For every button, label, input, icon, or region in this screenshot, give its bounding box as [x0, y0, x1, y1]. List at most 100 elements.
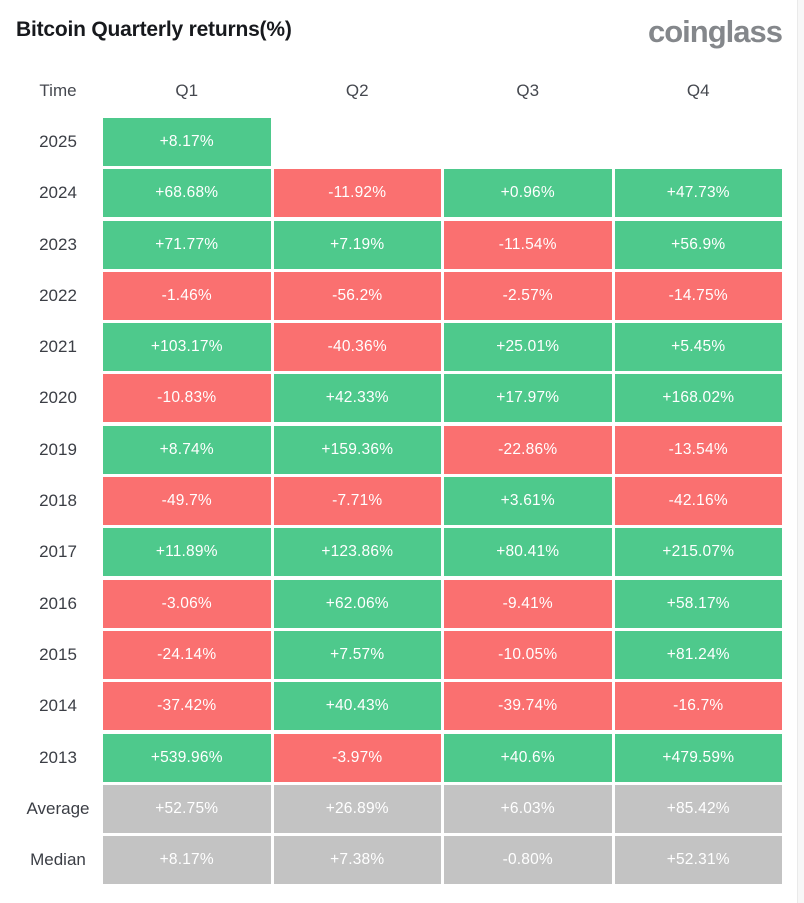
return-cell: +47.73% [614, 169, 782, 218]
scrollbar-track[interactable] [797, 0, 804, 903]
page-title: Bitcoin Quarterly returns(%) [16, 18, 292, 41]
return-cell: +159.36% [273, 425, 441, 474]
return-cell: -40.36% [273, 323, 441, 372]
heatmap-row-2021: 2021 +103.17% -40.36% +25.01% +5.45% [16, 323, 782, 372]
column-header-q1: Q1 [175, 81, 199, 100]
empty-cell [444, 118, 612, 166]
heatmap-row-2014: 2014 -37.42% +40.43% -39.74% -16.7% [16, 682, 782, 731]
return-cell: +5.45% [614, 323, 782, 372]
row-label: Median [30, 850, 86, 870]
return-cell: +80.41% [444, 528, 612, 577]
return-cell: +8.74% [103, 425, 271, 474]
return-cell: +85.42% [614, 784, 782, 833]
row-label: Average [26, 798, 90, 818]
return-cell: -42.16% [614, 477, 782, 526]
row-label: 2025 [39, 132, 77, 151]
return-cell: -3.97% [273, 733, 441, 782]
return-cell: +215.07% [614, 528, 782, 577]
return-cell: -1.46% [103, 271, 271, 320]
return-cell: -14.75% [614, 271, 782, 320]
heatmap-row-2016: 2016 -3.06% +62.06% -9.41% +58.17% [16, 579, 782, 628]
row-label: 2021 [39, 337, 77, 357]
return-cell: +0.96% [444, 169, 612, 218]
return-cell: +7.57% [273, 630, 441, 679]
row-label: 2015 [39, 644, 77, 664]
row-label: 2017 [39, 542, 77, 562]
return-cell: +11.89% [103, 528, 271, 577]
row-label: 2014 [39, 696, 77, 716]
return-cell: +7.38% [273, 836, 441, 885]
heatmap-row-2023: 2023 +71.77% +7.19% -11.54% +56.9% [16, 220, 782, 269]
return-cell: +17.97% [444, 374, 612, 423]
return-cell: +71.77% [103, 220, 271, 269]
heatmap-row-2013: 2013 +539.96% -3.97% +40.6% +479.59% [16, 733, 782, 782]
return-cell: +479.59% [614, 733, 782, 782]
return-cell: +68.68% [103, 169, 271, 218]
heatmap-row-2015: 2015 -24.14% +7.57% -10.05% +81.24% [16, 630, 782, 679]
row-label: 2023 [39, 234, 77, 254]
heatmap-row-average: Average +52.75% +26.89% +6.03% +85.42% [16, 784, 782, 833]
row-label: 2022 [39, 285, 77, 305]
return-cell: +40.6% [444, 733, 612, 782]
top-bar: Bitcoin Quarterly returns(%) coinglass [0, 0, 804, 50]
return-cell: -9.41% [444, 579, 612, 628]
return-cell: -56.2% [273, 271, 441, 320]
return-cell: +25.01% [444, 323, 612, 372]
heatmap-row-2019: 2019 +8.74% +159.36% -22.86% -13.54% [16, 425, 782, 474]
coinglass-logo: coinglass [648, 14, 783, 49]
column-header-time: Time [39, 81, 77, 100]
return-cell: -16.7% [614, 682, 782, 731]
heatmap-row-2018: 2018 -49.7% -7.71% +3.61% -42.16% [16, 477, 782, 526]
return-cell: +40.43% [273, 682, 441, 731]
return-cell: +81.24% [614, 630, 782, 679]
return-cell: +58.17% [614, 579, 782, 628]
return-cell: -10.05% [444, 630, 612, 679]
empty-cell [274, 118, 442, 166]
return-cell: +26.89% [273, 784, 441, 833]
return-cell: +56.9% [614, 220, 782, 269]
row-label: 2019 [39, 439, 77, 459]
return-cell: -7.71% [273, 477, 441, 526]
row-label: 2016 [39, 593, 77, 613]
return-cell: -37.42% [103, 682, 271, 731]
heatmap-row-2020: 2020 -10.83% +42.33% +17.97% +168.02% [16, 374, 782, 423]
heatmap-row-2025: 2025 +8.17% [16, 118, 782, 166]
return-cell: -13.54% [614, 425, 782, 474]
heatmap-body: 2025 +8.17% 2024 +68.68% -11.92% +0.96% +47.73… [16, 118, 782, 885]
return-cell: +168.02% [614, 374, 782, 423]
empty-cell [615, 118, 783, 166]
row-label: 2013 [39, 747, 77, 767]
return-cell: -11.92% [273, 169, 441, 218]
row-label: 2024 [39, 183, 77, 203]
return-cell: -22.86% [444, 425, 612, 474]
return-cell: -0.80% [444, 836, 612, 885]
return-cell: -24.14% [103, 630, 271, 679]
row-label: 2018 [39, 491, 77, 511]
return-cell: +42.33% [273, 374, 441, 423]
return-cell: -39.74% [444, 682, 612, 731]
return-cell: -11.54% [444, 220, 612, 269]
return-cell: -10.83% [103, 374, 271, 423]
return-cell: -49.7% [103, 477, 271, 526]
heatmap-row-2017: 2017 +11.89% +123.86% +80.41% +215.07% [16, 528, 782, 577]
return-cell: +7.19% [273, 220, 441, 269]
return-cell: +8.17% [103, 118, 271, 166]
column-header-q4: Q4 [686, 81, 710, 100]
quarterly-returns-heatmap: Time Q1 Q2 Q3 Q4 2025 +8.17% 2024 +68.68% -1… [16, 81, 782, 885]
return-cell: +539.96% [103, 733, 271, 782]
heatmap-row-2022: 2022 -1.46% -56.2% -2.57% -14.75% [16, 271, 782, 320]
column-header-q3: Q3 [516, 81, 540, 100]
return-cell: +123.86% [273, 528, 441, 577]
heatmap-row-median: Median +8.17% +7.38% -0.80% +52.31% [16, 836, 782, 885]
return-cell: +52.75% [103, 784, 271, 833]
return-cell: +103.17% [103, 323, 271, 372]
return-cell: -3.06% [103, 579, 271, 628]
column-header-row: Time Q1 Q2 Q3 Q4 [16, 81, 782, 101]
return-cell: -2.57% [444, 271, 612, 320]
return-cell: +8.17% [103, 836, 271, 885]
heatmap-row-2024: 2024 +68.68% -11.92% +0.96% +47.73% [16, 169, 782, 218]
return-cell: +3.61% [444, 477, 612, 526]
return-cell: +6.03% [444, 784, 612, 833]
return-cell: +62.06% [273, 579, 441, 628]
return-cell: +52.31% [614, 836, 782, 885]
